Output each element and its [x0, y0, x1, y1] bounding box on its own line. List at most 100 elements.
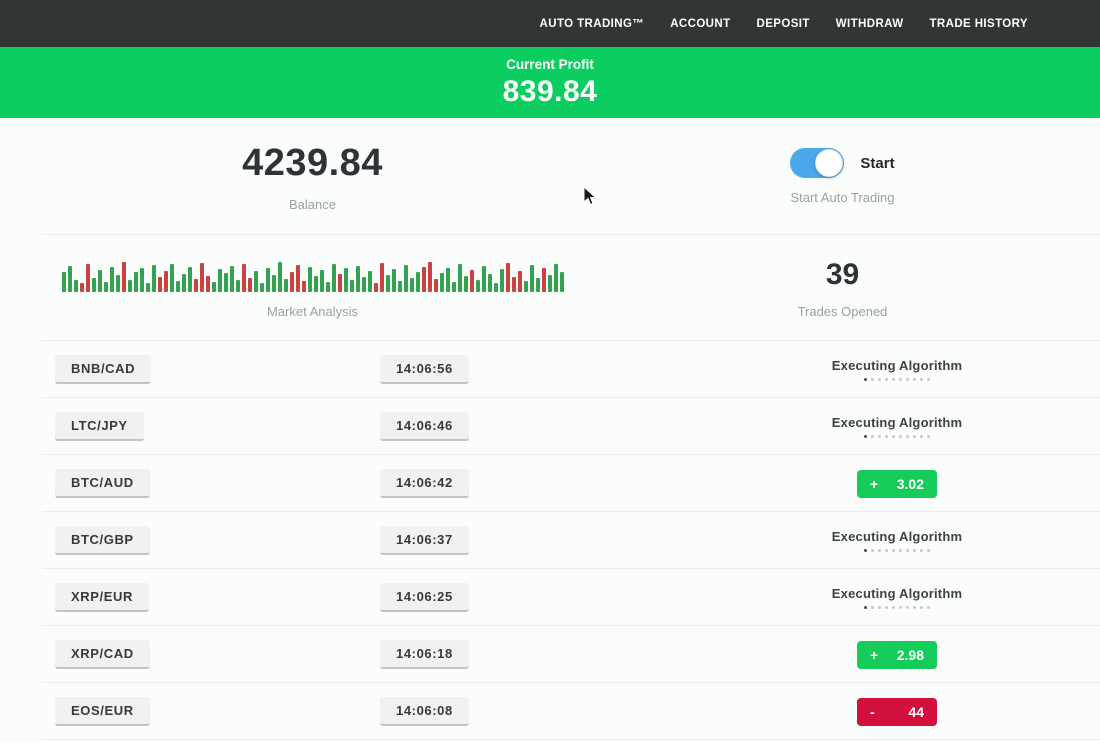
market-bar — [475, 279, 480, 292]
market-bar — [313, 275, 318, 292]
time-chip[interactable]: 14:06:46 — [380, 412, 469, 441]
balance-block: 4239.84 Balance — [40, 118, 585, 235]
market-bar — [301, 280, 306, 292]
market-bar — [463, 275, 468, 292]
market-bar — [499, 268, 504, 292]
pair-chip[interactable]: LTC/JPY — [55, 412, 144, 441]
executing-label: Executing Algorithm — [831, 586, 963, 601]
result-badge: + 2.98 — [857, 640, 937, 669]
market-bar — [217, 268, 222, 292]
pair-chip[interactable]: XRP/CAD — [55, 640, 150, 669]
executing-status: Executing Algorithm — [832, 586, 962, 609]
market-bar — [181, 273, 186, 292]
market-bar — [319, 269, 324, 292]
pair-chip[interactable]: EOS/EUR — [55, 697, 150, 726]
market-bar — [235, 279, 240, 292]
market-bar — [67, 265, 72, 292]
nav-item-withdraw[interactable]: WITHDRAW — [835, 17, 904, 30]
market-bar — [205, 275, 210, 292]
progress-dots — [832, 378, 962, 381]
market-bar — [175, 280, 180, 292]
market-analysis-label: Market Analysis — [266, 303, 359, 319]
balance-label: Balance — [289, 196, 336, 212]
market-bar — [379, 262, 384, 292]
market-bar — [421, 266, 426, 292]
time-chip[interactable]: 14:06:42 — [380, 469, 469, 498]
result-sign: - — [870, 703, 875, 720]
profit-banner-value: 839.84 — [502, 74, 598, 108]
time-chip[interactable]: 14:06:25 — [380, 583, 469, 612]
market-bar — [397, 280, 402, 292]
profit-banner-label: Current Profit — [506, 56, 594, 72]
time-chip[interactable]: 14:06:08 — [380, 697, 469, 726]
market-bar — [505, 262, 510, 292]
trades-opened-block: 39 Trades Opened — [585, 235, 1100, 341]
table-row: BTC/GBP 14:06:37 Executing Algorithm — [0, 512, 1100, 569]
table-row: XRP/CAD 14:06:18 + 2.98 — [0, 626, 1100, 683]
market-bar — [145, 282, 150, 292]
top-navigation: AUTO TRADING™ ACCOUNT DEPOSIT WITHDRAW T… — [0, 0, 1100, 47]
market-bar — [451, 281, 456, 292]
market-analysis-chart — [61, 258, 564, 292]
executing-status: Executing Algorithm — [832, 415, 962, 438]
table-row: BNB/CAD 14:06:56 Executing Algorithm — [0, 341, 1100, 398]
pair-chip[interactable]: XRP/EUR — [55, 583, 149, 612]
time-chip[interactable]: 14:06:56 — [380, 355, 469, 384]
market-bar — [493, 282, 498, 292]
market-bar — [79, 282, 84, 292]
market-analysis-block: Market Analysis — [40, 235, 585, 341]
market-bar — [433, 278, 438, 292]
market-bar — [535, 277, 540, 292]
toggle-label: Start — [860, 154, 895, 172]
market-bar — [265, 267, 270, 292]
market-bar — [511, 276, 516, 292]
market-bar — [355, 265, 360, 292]
market-bar — [289, 271, 294, 292]
market-bar — [61, 271, 66, 292]
market-bar — [97, 269, 102, 292]
pair-chip[interactable]: BTC/AUD — [55, 469, 150, 498]
market-bar — [457, 263, 462, 292]
market-bar — [91, 277, 96, 292]
nav-item-auto-trading[interactable]: AUTO TRADING™ — [539, 17, 645, 30]
market-bar — [157, 276, 162, 292]
market-bar — [187, 266, 192, 292]
profit-banner: Current Profit 839.84 — [0, 47, 1100, 118]
nav-item-account[interactable]: ACCOUNT — [670, 17, 731, 30]
market-bar — [109, 266, 114, 292]
market-bar — [103, 281, 108, 292]
nav-item-deposit[interactable]: DEPOSIT — [756, 17, 810, 30]
balance-toggle-row: 4239.84 Balance Start Start Auto Trading — [0, 118, 1100, 235]
market-bar — [337, 273, 342, 292]
market-bar — [349, 279, 354, 292]
market-bar — [331, 263, 336, 292]
market-bar — [199, 262, 204, 292]
progress-dots — [832, 435, 962, 438]
table-row: XRP/EUR 14:06:25 Executing Algorithm — [0, 569, 1100, 626]
market-bar — [73, 279, 78, 292]
auto-trading-toggle[interactable] — [790, 148, 845, 178]
result-amount: 44 — [908, 703, 924, 720]
market-bar — [325, 281, 330, 292]
trades-opened-label: Trades Opened — [797, 303, 888, 319]
time-chip[interactable]: 14:06:18 — [380, 640, 469, 669]
toggle-sublabel: Start Auto Trading — [790, 190, 895, 205]
executing-status: Executing Algorithm — [832, 358, 962, 381]
time-chip[interactable]: 14:06:37 — [380, 526, 469, 555]
market-bar — [523, 280, 528, 292]
pair-chip[interactable]: BTC/GBP — [55, 526, 150, 555]
executing-label: Executing Algorithm — [831, 529, 963, 544]
market-bar — [343, 267, 348, 292]
pair-chip[interactable]: BNB/CAD — [55, 355, 152, 384]
market-bar — [295, 264, 300, 292]
market-bar — [391, 268, 396, 292]
market-bar — [547, 274, 552, 292]
market-bar — [229, 265, 234, 292]
market-bar — [193, 278, 198, 292]
market-bar — [367, 270, 372, 292]
table-row: EOS/EUR 14:06:08 - 44 — [0, 683, 1100, 740]
market-bar — [403, 264, 408, 292]
market-bar — [271, 274, 276, 292]
market-bar — [247, 277, 252, 292]
nav-item-trade-history[interactable]: TRADE HISTORY — [929, 17, 1028, 30]
